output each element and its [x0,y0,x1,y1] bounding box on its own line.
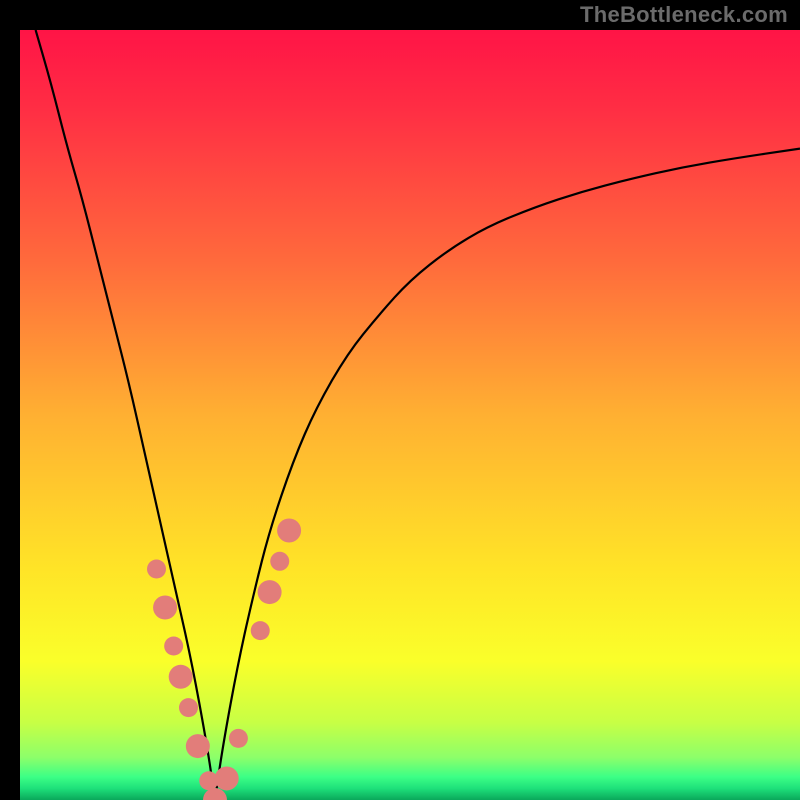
watermark-text: TheBottleneck.com [580,2,788,28]
data-marker [251,621,270,640]
data-marker [186,734,210,758]
bottleneck-curve-chart [20,30,800,800]
data-marker [169,665,193,689]
chart-frame: TheBottleneck.com [0,0,800,800]
data-marker [147,560,166,579]
plot-area [20,30,800,800]
data-marker [229,729,248,748]
data-marker [258,580,282,604]
data-marker [215,766,239,790]
data-marker [270,552,289,571]
data-marker [164,637,183,656]
data-marker [153,596,177,620]
data-marker [277,519,301,543]
data-marker [179,698,198,717]
